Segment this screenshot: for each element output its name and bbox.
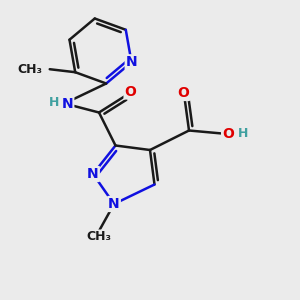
Text: CH₃: CH₃ — [86, 230, 112, 244]
Text: N: N — [62, 97, 73, 110]
Text: O: O — [124, 85, 136, 98]
Text: CH₃: CH₃ — [17, 63, 42, 76]
Text: N: N — [126, 55, 137, 69]
Text: H: H — [238, 127, 248, 140]
Text: O: O — [222, 127, 234, 140]
Text: H: H — [49, 95, 59, 109]
Text: O: O — [177, 86, 189, 100]
Text: N: N — [108, 197, 120, 211]
Text: N: N — [87, 167, 99, 181]
